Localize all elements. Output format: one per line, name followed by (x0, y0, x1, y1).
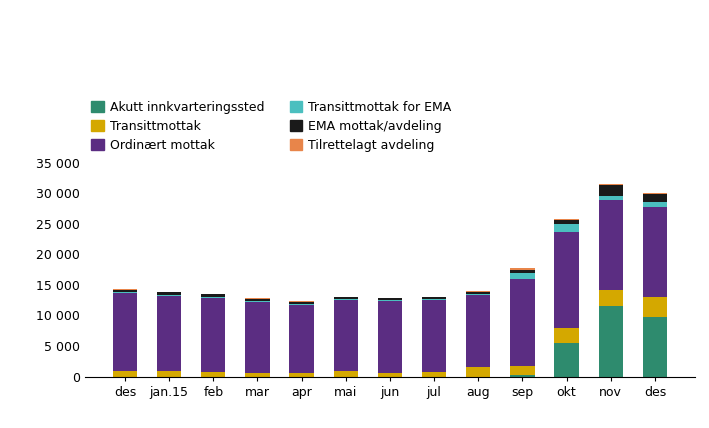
Bar (113, 292, 137, 294)
Bar (643, 194, 667, 202)
Bar (554, 328, 579, 343)
Bar (466, 368, 491, 377)
Bar (643, 193, 667, 194)
Bar (245, 298, 269, 299)
Bar (245, 299, 269, 301)
Bar (510, 270, 535, 273)
Bar (334, 300, 358, 372)
Bar (643, 297, 667, 317)
Bar (157, 295, 182, 296)
Bar (157, 371, 182, 377)
Legend: Akutt innkvarteringssted, Transittmottak, Ordinært mottak, Transittmottak for EM: Akutt innkvarteringssted, Transittmottak… (91, 101, 452, 152)
Bar (201, 298, 225, 372)
Bar (201, 294, 225, 297)
Bar (598, 185, 623, 196)
Bar (422, 372, 446, 377)
Bar (201, 297, 225, 298)
Bar (598, 306, 623, 377)
Bar (245, 373, 269, 377)
Bar (422, 297, 446, 299)
Bar (510, 268, 535, 270)
Bar (554, 343, 579, 377)
Bar (113, 290, 137, 292)
Bar (466, 291, 491, 292)
Bar (510, 375, 535, 377)
Bar (466, 292, 491, 294)
Bar (289, 302, 314, 304)
Bar (334, 299, 358, 300)
Bar (378, 373, 402, 377)
Bar (289, 304, 314, 305)
Bar (510, 279, 535, 366)
Bar (289, 373, 314, 377)
Bar (466, 295, 491, 368)
Bar (554, 220, 579, 224)
Bar (510, 366, 535, 375)
Bar (378, 301, 402, 373)
Bar (643, 207, 667, 297)
Bar (510, 273, 535, 279)
Bar (466, 294, 491, 295)
Bar (245, 301, 269, 302)
Bar (554, 232, 579, 328)
Bar (113, 294, 137, 371)
Bar (643, 317, 667, 377)
Bar (643, 202, 667, 207)
Bar (554, 219, 579, 220)
Bar (598, 200, 623, 290)
Bar (554, 224, 579, 232)
Bar (598, 290, 623, 306)
Bar (157, 296, 182, 371)
Bar (289, 305, 314, 373)
Bar (378, 298, 402, 300)
Bar (422, 300, 446, 372)
Bar (201, 372, 225, 377)
Bar (157, 291, 182, 292)
Bar (245, 302, 269, 373)
Bar (598, 184, 623, 185)
Bar (113, 371, 137, 377)
Bar (334, 372, 358, 377)
Bar (157, 292, 182, 295)
Bar (289, 301, 314, 302)
Bar (113, 289, 137, 290)
Bar (598, 196, 623, 200)
Bar (378, 300, 402, 301)
Bar (422, 299, 446, 300)
Bar (334, 297, 358, 299)
